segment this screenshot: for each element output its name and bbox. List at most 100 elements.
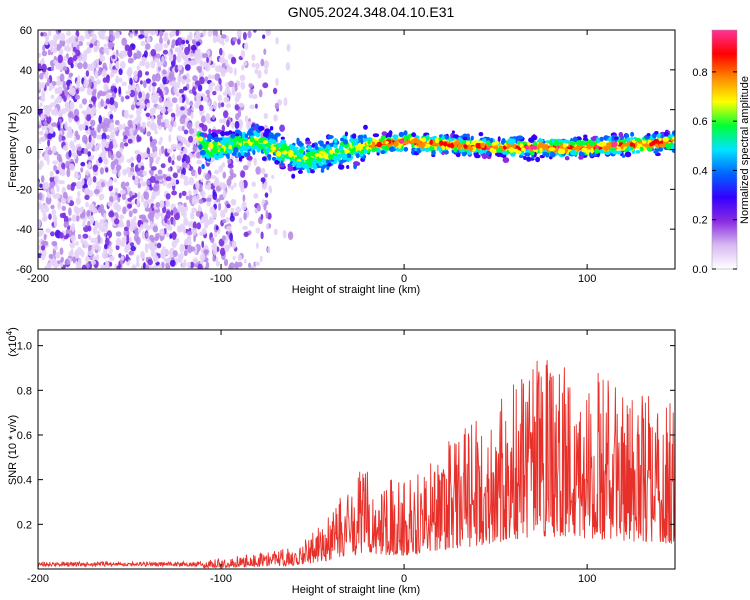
spectrogram-noise-blob [205, 261, 210, 269]
spectrogram-noise-blob [80, 249, 85, 258]
spectrogram-noise-blob [158, 148, 162, 157]
spectrogram-noise-blob [71, 182, 77, 187]
spectrogram-ridge-blob [608, 136, 612, 143]
spectrogram-noise-blob [164, 55, 167, 61]
spectrogram-noise-blob [109, 61, 113, 71]
spectrogram-noise-blob [69, 163, 75, 172]
spectrogram-ridge-blob [274, 132, 281, 137]
spectrogram-noise-blob [170, 209, 174, 216]
spectrogram-noise-blob [100, 181, 105, 188]
spectrogram-x-tick-label: 0 [401, 273, 407, 285]
spectrogram-noise-blob [152, 254, 159, 263]
spectrogram-noise-blob [122, 206, 127, 215]
spectrogram-noise-blob [120, 96, 125, 103]
spectrogram-noise-blob [126, 234, 130, 244]
spectrogram-noise-blob [188, 128, 194, 135]
spectrogram-noise-blob [150, 60, 156, 69]
spectrogram-ridge-blob [218, 152, 223, 159]
spectrogram-noise-blob [192, 86, 196, 95]
spectrogram-noise-blob [158, 140, 162, 145]
spectrogram-ridge-blob [641, 140, 647, 144]
spectrogram-ridge-blob [434, 137, 440, 144]
spectrogram-noise-blob [86, 209, 91, 217]
spectrogram-noise-blob [105, 260, 109, 269]
spectrogram-noise-blob [283, 97, 288, 107]
spectrogram-y-tick-label: 20 [20, 105, 32, 117]
spectrogram-noise-blob [69, 101, 75, 110]
spectrogram-noise-blob [218, 165, 223, 173]
spectrogram-noise-blob [109, 42, 115, 48]
spectrogram-noise-blob [51, 209, 57, 216]
spectrogram-noise-blob [113, 142, 118, 149]
spectrogram-ridge-blob [452, 134, 459, 139]
spectrogram-noise-blob [149, 221, 153, 229]
spectrogram-noise-blob [109, 261, 113, 267]
spectrogram-noise-blob [130, 162, 135, 168]
spectrogram-noise-blob [58, 109, 64, 117]
spectrogram-ridge-blob [590, 147, 594, 154]
spectrogram-noise-blob [79, 103, 83, 109]
spectrogram-ridge-blob [403, 130, 408, 136]
spectrogram-noise-blob [206, 56, 210, 64]
spectrogram-noise-blob [230, 207, 235, 213]
spectrogram-noise-blob [79, 124, 83, 131]
spectrogram-noise-blob [177, 64, 182, 71]
spectrogram-ridge-blob [398, 138, 405, 144]
spectrogram-noise-blob [57, 54, 63, 64]
spectrogram-noise-blob [228, 91, 232, 97]
spectrogram-noise-blob [203, 249, 210, 254]
spectrogram-noise-blob [89, 215, 95, 225]
spectrogram-noise-blob [223, 110, 229, 119]
spectrogram-ridge-blob [312, 158, 317, 163]
spectrogram-noise-blob [248, 92, 253, 99]
spectrogram-noise-blob [223, 96, 230, 103]
spectrogram-noise-blob [66, 53, 69, 59]
spectrogram-noise-blob [118, 68, 123, 76]
spectrogram-noise-blob [127, 84, 133, 91]
spectrogram-noise-blob [43, 233, 47, 241]
spectrogram-noise-blob [53, 165, 58, 172]
spectrogram-noise-blob [88, 203, 95, 212]
spectrogram-ridge-blob [403, 135, 408, 141]
spectrogram-noise-blob [221, 58, 226, 63]
spectrogram-noise-blob [134, 95, 138, 104]
spectrogram-ridge-blob [568, 140, 574, 145]
spectrogram-noise-blob [205, 113, 209, 119]
spectrogram-noise-blob [58, 48, 64, 56]
spectrogram-ridge-blob [291, 162, 297, 167]
spectrogram-noise-blob [154, 212, 160, 220]
spectrogram-ridge-blob [220, 130, 226, 137]
spectrogram-noise-blob [177, 49, 182, 57]
spectrogram-ridge-blob [235, 133, 240, 137]
spectrogram-noise-blob [127, 66, 133, 76]
spectrogram-noise-blob [86, 113, 92, 122]
spectrogram-noise-blob [47, 133, 53, 140]
spectrogram-noise-blob [156, 61, 163, 67]
spectrogram-noise-blob [191, 39, 196, 44]
spectrogram-noise-blob [62, 145, 69, 151]
spectrogram-ridge-blob [417, 142, 424, 147]
spectrogram-ridge-blob [291, 173, 296, 179]
spectrogram-noise-blob [127, 57, 134, 64]
spectrogram-noise-blob [69, 241, 76, 249]
spectrogram-ridge-blob [455, 152, 461, 158]
colorbar-tick-label: 0.6 [692, 116, 707, 128]
spectrogram-noise-blob [140, 250, 145, 260]
spectrogram-noise-blob [58, 134, 62, 143]
spectrogram-noise-blob [170, 178, 177, 187]
spectrogram-noise-blob [133, 234, 139, 242]
spectrogram-noise-blob [71, 223, 75, 232]
spectrogram-noise-blob [38, 219, 41, 228]
spectrogram-noise-blob [177, 75, 182, 83]
spectrogram-noise-blob [200, 190, 206, 198]
spectrogram-ridge-blob [502, 157, 510, 164]
spectrogram-noise-blob [229, 215, 235, 222]
spectrogram-noise-blob [47, 149, 53, 155]
spectrogram-ridge-blob [523, 156, 527, 160]
spectrogram-noise-blob [176, 55, 182, 63]
spectrogram-noise-blob [253, 157, 257, 166]
spectrogram-noise-blob [177, 125, 183, 132]
spectrogram-ridge-blob [572, 136, 578, 143]
spectrogram-noise-blob [148, 211, 155, 219]
spectrogram-ridge-blob [649, 142, 654, 147]
